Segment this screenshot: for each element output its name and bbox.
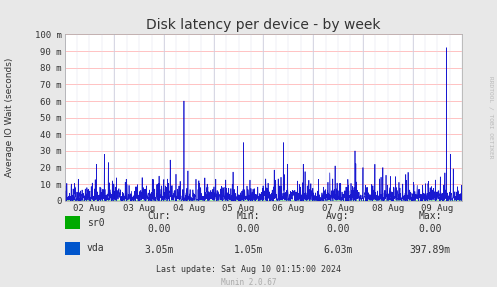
Text: RRDTOOL / TOBI OETIKER: RRDTOOL / TOBI OETIKER: [489, 76, 494, 159]
Bar: [65, 216, 80, 229]
Text: sr0: sr0: [87, 218, 104, 228]
Text: Last update: Sat Aug 10 01:15:00 2024: Last update: Sat Aug 10 01:15:00 2024: [156, 265, 341, 274]
Text: Cur:: Cur:: [147, 211, 171, 221]
Text: 0.00: 0.00: [326, 224, 350, 234]
Text: Avg:: Avg:: [326, 211, 350, 221]
Text: 3.05m: 3.05m: [144, 245, 174, 255]
Text: Min:: Min:: [237, 211, 260, 221]
Text: Munin 2.0.67: Munin 2.0.67: [221, 278, 276, 287]
Text: 0.00: 0.00: [237, 224, 260, 234]
Text: 6.03m: 6.03m: [323, 245, 353, 255]
Title: Disk latency per device - by week: Disk latency per device - by week: [146, 18, 381, 32]
Text: 0.00: 0.00: [418, 224, 442, 234]
Bar: [65, 242, 80, 255]
Text: vda: vda: [87, 243, 104, 253]
Text: 1.05m: 1.05m: [234, 245, 263, 255]
Text: 397.89m: 397.89m: [410, 245, 450, 255]
Text: Max:: Max:: [418, 211, 442, 221]
Text: Average IO Wait (seconds): Average IO Wait (seconds): [5, 58, 14, 177]
Text: 0.00: 0.00: [147, 224, 171, 234]
